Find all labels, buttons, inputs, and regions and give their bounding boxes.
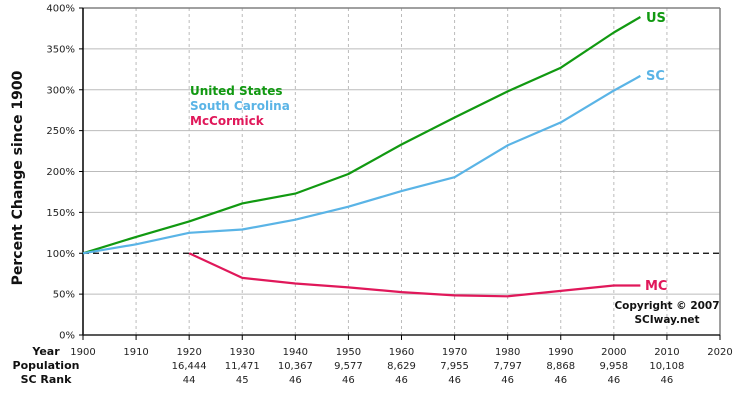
population-value: 10,367: [278, 361, 313, 372]
series-line-sc: [82, 74, 641, 255]
population-value: 11,471: [225, 361, 260, 372]
sc-rank-value: 46: [661, 375, 674, 386]
y-tick-label: 50%: [53, 290, 75, 301]
x-tick-year: 1990: [548, 347, 573, 358]
x-tick-year: 1950: [336, 347, 361, 358]
legend-south-carolina: South Carolina: [190, 99, 290, 113]
sc-rank-value: 46: [501, 375, 514, 386]
x-tick-year: 1980: [495, 347, 520, 358]
y-tick-label: 150%: [46, 208, 75, 219]
y-axis-ticks: 0% 50% 100% 150% 200% 250% 300% 350% 400%: [46, 4, 83, 342]
y-tick-label: 250%: [46, 126, 75, 137]
x-tick-year: 1970: [442, 347, 467, 358]
grid: [83, 8, 720, 335]
x-tick-year: 2010: [654, 347, 679, 358]
end-label-mc: MC: [645, 279, 667, 294]
sc-rank-value: 46: [342, 375, 355, 386]
population-value: 8,629: [387, 361, 416, 372]
population-value: 7,955: [440, 361, 469, 372]
population-value: 10,108: [649, 361, 684, 372]
y-tick-label: 200%: [46, 167, 75, 178]
population-value: 7,797: [493, 361, 522, 372]
legend-united-states: United States: [190, 84, 283, 98]
y-tick-label: 350%: [46, 44, 75, 55]
sc-rank-value: 46: [448, 375, 461, 386]
series-line-mc: [188, 252, 641, 298]
population-value: 16,444: [172, 361, 207, 372]
row-label-population: Population: [13, 359, 80, 372]
copyright-text: Copyright © 2007: [614, 300, 719, 312]
x-tick-year: 1900: [70, 347, 95, 358]
population-value: 9,577: [334, 361, 363, 372]
copyright-site: SCIway.net: [634, 314, 699, 326]
y-axis-label: Percent Change since 1900: [10, 70, 26, 285]
sc-rank-value: 46: [607, 375, 620, 386]
legend-mccormick: McCormick: [190, 114, 265, 128]
sc-rank-value: 46: [289, 375, 302, 386]
population-value: 8,868: [546, 361, 575, 372]
y-tick-label: 100%: [46, 249, 75, 260]
x-tick-year: 1940: [283, 347, 308, 358]
row-label-sc-rank: SC Rank: [21, 373, 73, 386]
y-tick-label: 400%: [46, 4, 75, 15]
x-tick-year: 1930: [230, 347, 255, 358]
sc-rank-value: 46: [395, 375, 408, 386]
y-tick-label: 300%: [46, 85, 75, 96]
sc-rank-value: 44: [183, 375, 196, 386]
row-label-year: Year: [31, 345, 60, 358]
end-label-sc: SC: [646, 69, 665, 84]
end-label-us: US: [646, 11, 666, 26]
x-tick-year: 2000: [601, 347, 626, 358]
x-tick-year: 2020: [707, 347, 732, 358]
legend: United States South Carolina McCormick: [190, 84, 290, 128]
x-tick-year: 1960: [389, 347, 414, 358]
series-lines: [82, 16, 641, 298]
x-tick-year: 1910: [123, 347, 148, 358]
sc-rank-value: 45: [236, 375, 249, 386]
x-axis-table: 1900 1910 1920 16,444 44 1930 11,471 45 1940 10,3…: [70, 335, 733, 386]
y-tick-label: 0%: [59, 331, 75, 342]
x-tick-year: 1920: [176, 347, 201, 358]
population-value: 9,958: [600, 361, 629, 372]
sc-rank-value: 46: [554, 375, 567, 386]
series-line-us: [82, 16, 641, 255]
